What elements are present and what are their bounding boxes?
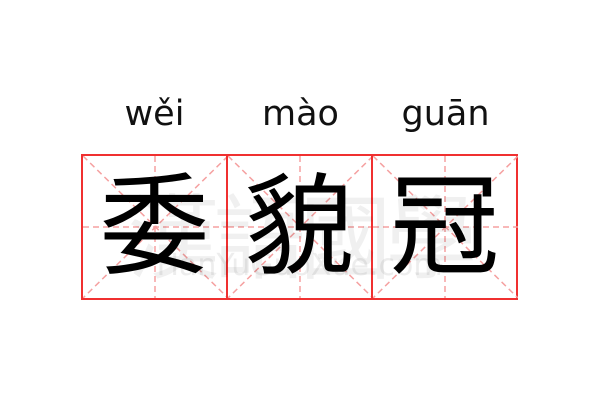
pinyin-2: mào — [262, 94, 339, 134]
character-2: 貌 — [244, 163, 355, 291]
pinyin-1: wěi — [124, 94, 185, 134]
guide-lines — [83, 156, 228, 298]
guide-lines — [373, 156, 518, 298]
character-cell-2: 貌 — [226, 156, 373, 298]
character-cell-1: 委 — [83, 156, 228, 298]
character-cell-3: 冠 — [371, 156, 518, 298]
character-3: 冠 — [389, 163, 500, 291]
guide-lines — [228, 156, 373, 298]
character-1: 委 — [99, 163, 210, 291]
character-grid: 委 貌 冠 — [81, 154, 518, 300]
pinyin-3: guān — [401, 94, 490, 134]
